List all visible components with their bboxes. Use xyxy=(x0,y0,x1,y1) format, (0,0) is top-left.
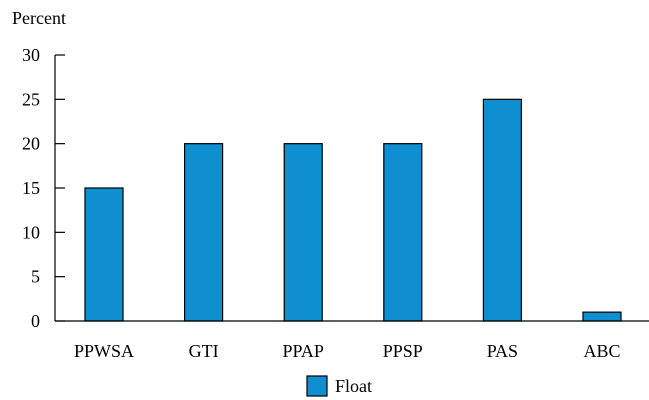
bar-abc xyxy=(582,311,622,322)
x-tick-label-pas: PAS xyxy=(487,341,518,361)
y-tick-label-5: 5 xyxy=(31,267,40,287)
x-tick-label-gti: GTI xyxy=(189,341,219,361)
x-tick-label-ppwsa: PPWSA xyxy=(74,341,134,361)
bar-ppsp xyxy=(383,143,423,322)
y-tick-label-10: 10 xyxy=(22,222,40,242)
y-tick-label-25: 25 xyxy=(22,89,40,109)
x-axis: PPWSA GTI PPAP PPSP PAS ABC xyxy=(74,341,621,361)
y-axis-label: Percent xyxy=(12,8,66,28)
bar-gti xyxy=(184,143,224,322)
bar-pas xyxy=(482,98,522,322)
bars-group xyxy=(84,98,622,322)
x-tick-label-ppsp: PPSP xyxy=(383,341,423,361)
y-axis: 0 5 10 15 20 25 30 xyxy=(22,45,65,331)
x-tick-label-ppap: PPAP xyxy=(283,341,324,361)
y-tick-label-0: 0 xyxy=(31,311,40,331)
y-tick-label-30: 30 xyxy=(22,45,40,65)
legend-label-float: Float xyxy=(335,376,372,396)
y-tick-label-20: 20 xyxy=(22,134,40,154)
y-tick-label-15: 15 xyxy=(22,178,40,198)
bar-ppap xyxy=(283,143,323,322)
bar-ppwsa xyxy=(84,187,124,322)
x-tick-label-abc: ABC xyxy=(583,341,620,361)
legend[interactable]: Float xyxy=(306,375,372,397)
legend-swatch-float xyxy=(306,375,328,397)
